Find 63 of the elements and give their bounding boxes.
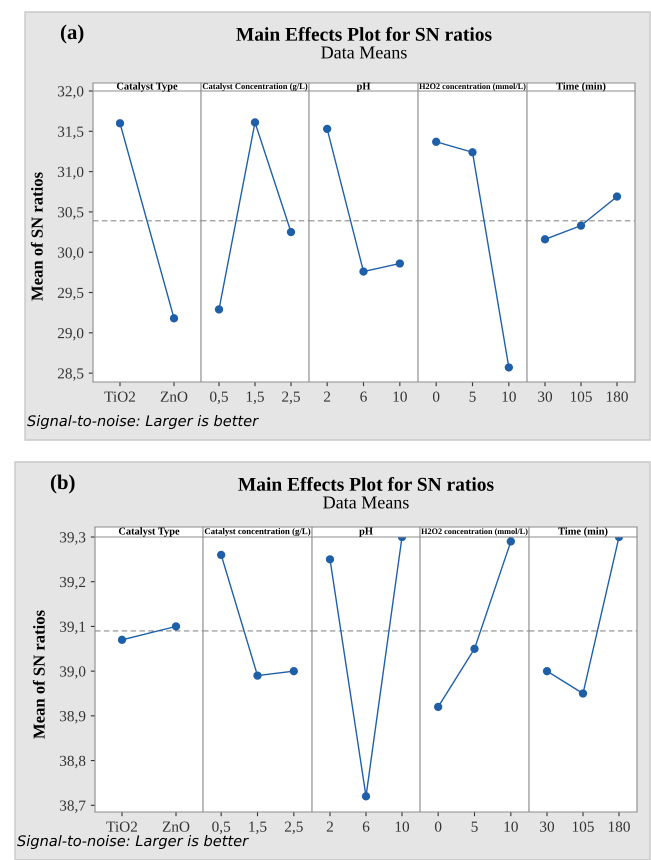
x-tick-label: 10 <box>396 821 410 832</box>
y-tick-label: 39,3 <box>60 532 86 545</box>
text: Main Effects Plot for SN ratios <box>238 476 494 491</box>
x-tick-label: 30 <box>538 391 552 402</box>
x-tick-label: 2 <box>324 392 330 402</box>
x-tick-label: 180 <box>608 821 630 832</box>
x-tick-label: 105 <box>572 821 594 832</box>
y-tick-label: 39,1 <box>60 622 86 634</box>
x-tick-label: 1,5 <box>246 392 264 404</box>
x-tick-label: 0,5 <box>210 391 228 404</box>
chart-title: pH <box>359 528 373 537</box>
text: Data Means <box>321 46 407 59</box>
x-tick-label: 2,5 <box>284 822 303 834</box>
y-tick-label: 39,0 <box>60 666 86 679</box>
chart-title: Catalyst Type <box>118 527 180 537</box>
text: Signal-to-noise: Larger is better <box>27 414 259 430</box>
y-axis-title: Mean of SN ratios <box>32 610 45 739</box>
chart-title: Catalyst concentration (g/L) <box>204 528 310 536</box>
x-tick-label: 5 <box>470 392 476 402</box>
y-tick-label: 28,5 <box>58 368 84 381</box>
y-tick-label: 32,0 <box>58 86 84 99</box>
y-tick-label: 29,5 <box>58 288 84 300</box>
y-tick-label: 30,5 <box>58 207 84 220</box>
x-tick-label: 0 <box>434 821 442 832</box>
x-tick-label: ZnO <box>162 822 190 832</box>
x-tick-label: 180 <box>606 391 628 402</box>
x-tick-label: 10 <box>394 391 407 402</box>
text: Data Means <box>323 496 409 509</box>
y-tick-label: 38,9 <box>60 711 86 724</box>
x-tick-label: 2 <box>326 822 333 832</box>
y-tick-label: 31,0 <box>58 166 84 180</box>
x-tick-label: 0,5 <box>212 821 230 834</box>
x-tick-label: 10 <box>504 821 518 832</box>
x-tick-label: 2,5 <box>282 392 300 404</box>
x-tick-label: TiO2 <box>104 392 136 402</box>
x-tick-label: 6 <box>360 392 367 402</box>
text: (a) <box>60 24 84 44</box>
chart-title: H2O2 concentration (mmol/L) <box>419 83 526 91</box>
chart-title: pH <box>356 82 370 92</box>
x-tick-label: 0 <box>432 391 440 402</box>
x-tick-label: ZnO <box>160 392 188 402</box>
chart-title: H2O2 concentration (mmol/L) <box>421 528 528 536</box>
x-tick-label: 6 <box>362 822 370 832</box>
chart-title: Catalyst Concentration (g/L) <box>202 83 308 91</box>
text: Signal-to-noise: Larger is better <box>17 834 249 850</box>
y-axis-title: Mean of SN ratios <box>30 172 43 301</box>
x-tick-label: 5 <box>472 822 478 832</box>
x-tick-label: 1,5 <box>249 822 266 834</box>
text: Main Effects Plot for SN ratios <box>236 26 492 41</box>
y-tick-label: 30,0 <box>58 247 84 260</box>
y-tick-label: 38,8 <box>60 756 86 768</box>
y-tick-label: 31,5 <box>58 126 84 139</box>
y-tick-label: 39,2 <box>60 576 86 590</box>
x-tick-label: TiO2 <box>106 822 138 832</box>
text: (b) <box>50 474 75 494</box>
chart-title: Catalyst Type <box>116 82 178 92</box>
x-tick-label: 30 <box>540 821 554 832</box>
y-tick-label: 29,0 <box>58 328 84 340</box>
y-tick-label: 38,7 <box>60 800 86 813</box>
chart-title: Time (min) <box>558 527 608 537</box>
x-tick-label: 105 <box>570 391 592 402</box>
x-tick-label: 10 <box>502 391 516 402</box>
chart-title: Time (min) <box>556 82 606 92</box>
